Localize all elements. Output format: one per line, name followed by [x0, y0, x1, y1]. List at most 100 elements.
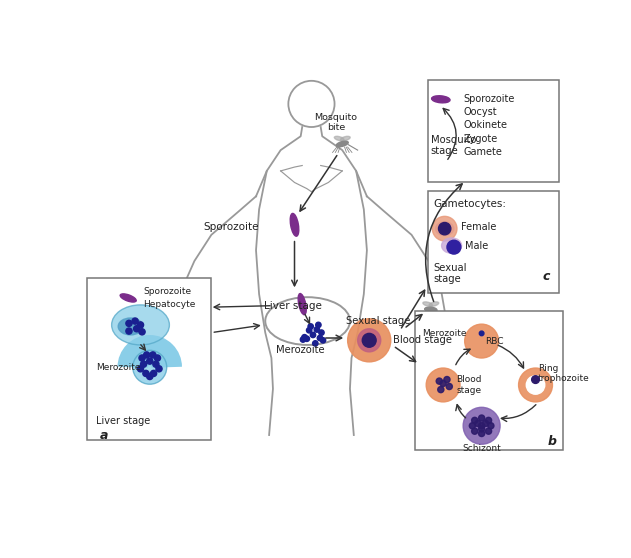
Circle shape	[126, 328, 132, 334]
Text: Gametocytes:: Gametocytes:	[433, 199, 506, 209]
Text: Schizont: Schizont	[463, 444, 501, 454]
Text: Zygote: Zygote	[463, 133, 497, 143]
Text: Merozoite: Merozoite	[422, 329, 467, 338]
Circle shape	[319, 330, 324, 335]
Circle shape	[482, 420, 488, 426]
Circle shape	[478, 423, 485, 429]
Ellipse shape	[435, 222, 454, 235]
Circle shape	[151, 371, 156, 377]
Circle shape	[138, 322, 144, 328]
Circle shape	[478, 426, 485, 432]
Circle shape	[308, 324, 314, 329]
Circle shape	[438, 387, 444, 393]
Circle shape	[426, 368, 460, 402]
Circle shape	[526, 376, 545, 394]
Text: Mosquito
bite: Mosquito bite	[315, 113, 358, 132]
Circle shape	[471, 428, 478, 434]
Circle shape	[155, 355, 160, 361]
Circle shape	[469, 423, 476, 429]
Circle shape	[153, 361, 159, 367]
Circle shape	[156, 365, 162, 372]
Text: c: c	[543, 270, 550, 283]
Circle shape	[146, 358, 153, 364]
Circle shape	[485, 417, 492, 424]
Circle shape	[307, 328, 312, 333]
Circle shape	[532, 376, 540, 383]
Text: Merozoite: Merozoite	[276, 345, 324, 355]
Circle shape	[134, 326, 139, 332]
Circle shape	[471, 417, 478, 424]
Circle shape	[348, 319, 391, 362]
Circle shape	[139, 329, 145, 335]
Text: Oocyst: Oocyst	[463, 107, 497, 117]
Circle shape	[133, 350, 167, 384]
Ellipse shape	[429, 302, 439, 306]
Circle shape	[126, 320, 132, 326]
Circle shape	[321, 338, 326, 343]
Text: Merozoite: Merozoite	[96, 363, 140, 372]
Text: Sporozoite: Sporozoite	[463, 94, 514, 104]
Circle shape	[143, 371, 149, 377]
Text: Liver stage: Liver stage	[264, 301, 322, 311]
Circle shape	[146, 373, 153, 379]
Ellipse shape	[120, 294, 136, 302]
Text: Mosquito
stage: Mosquito stage	[431, 134, 476, 156]
Circle shape	[519, 368, 553, 402]
Text: Male: Male	[464, 240, 488, 251]
Text: b: b	[547, 435, 557, 448]
Ellipse shape	[298, 294, 306, 315]
FancyBboxPatch shape	[428, 191, 558, 292]
Circle shape	[464, 324, 498, 358]
Ellipse shape	[432, 96, 450, 103]
Text: Ring
trophozoite: Ring trophozoite	[538, 364, 589, 383]
Text: a: a	[100, 429, 108, 441]
Circle shape	[485, 428, 492, 434]
Ellipse shape	[341, 136, 350, 141]
Circle shape	[440, 381, 446, 387]
Circle shape	[317, 335, 322, 341]
Ellipse shape	[423, 302, 433, 306]
Text: Blood stage: Blood stage	[393, 335, 452, 345]
Circle shape	[488, 423, 494, 429]
Ellipse shape	[334, 136, 344, 141]
Text: Blood
stage: Blood stage	[456, 376, 481, 395]
Circle shape	[132, 318, 138, 324]
Text: Hepatocyte: Hepatocyte	[144, 300, 196, 309]
Ellipse shape	[290, 213, 299, 236]
Circle shape	[475, 420, 481, 426]
Ellipse shape	[425, 307, 437, 312]
Circle shape	[444, 377, 450, 383]
Circle shape	[312, 341, 318, 346]
Circle shape	[304, 336, 310, 341]
Text: Ookinete: Ookinete	[463, 121, 507, 131]
Text: Sporozoite: Sporozoite	[144, 287, 192, 296]
Circle shape	[439, 223, 451, 235]
Circle shape	[302, 335, 307, 340]
Ellipse shape	[442, 238, 462, 253]
Circle shape	[139, 355, 145, 361]
Circle shape	[362, 333, 376, 347]
Text: Gamete: Gamete	[463, 147, 502, 157]
FancyBboxPatch shape	[87, 278, 211, 440]
Circle shape	[463, 407, 500, 444]
Circle shape	[138, 365, 144, 372]
Text: Liver stage: Liver stage	[96, 416, 150, 426]
Text: Sporozoite: Sporozoite	[204, 222, 259, 232]
Circle shape	[358, 329, 380, 352]
Circle shape	[480, 331, 484, 336]
Text: Female: Female	[461, 222, 496, 232]
Circle shape	[150, 352, 156, 358]
Circle shape	[432, 217, 457, 241]
Circle shape	[316, 322, 321, 328]
Circle shape	[478, 415, 485, 421]
Circle shape	[314, 327, 319, 332]
Circle shape	[144, 352, 150, 358]
Circle shape	[436, 378, 442, 384]
Circle shape	[310, 332, 316, 338]
Ellipse shape	[112, 305, 169, 345]
Text: RBC: RBC	[485, 336, 504, 345]
FancyBboxPatch shape	[415, 311, 563, 450]
Circle shape	[447, 240, 461, 254]
Text: Sexual stage: Sexual stage	[346, 316, 411, 326]
Ellipse shape	[336, 141, 348, 147]
